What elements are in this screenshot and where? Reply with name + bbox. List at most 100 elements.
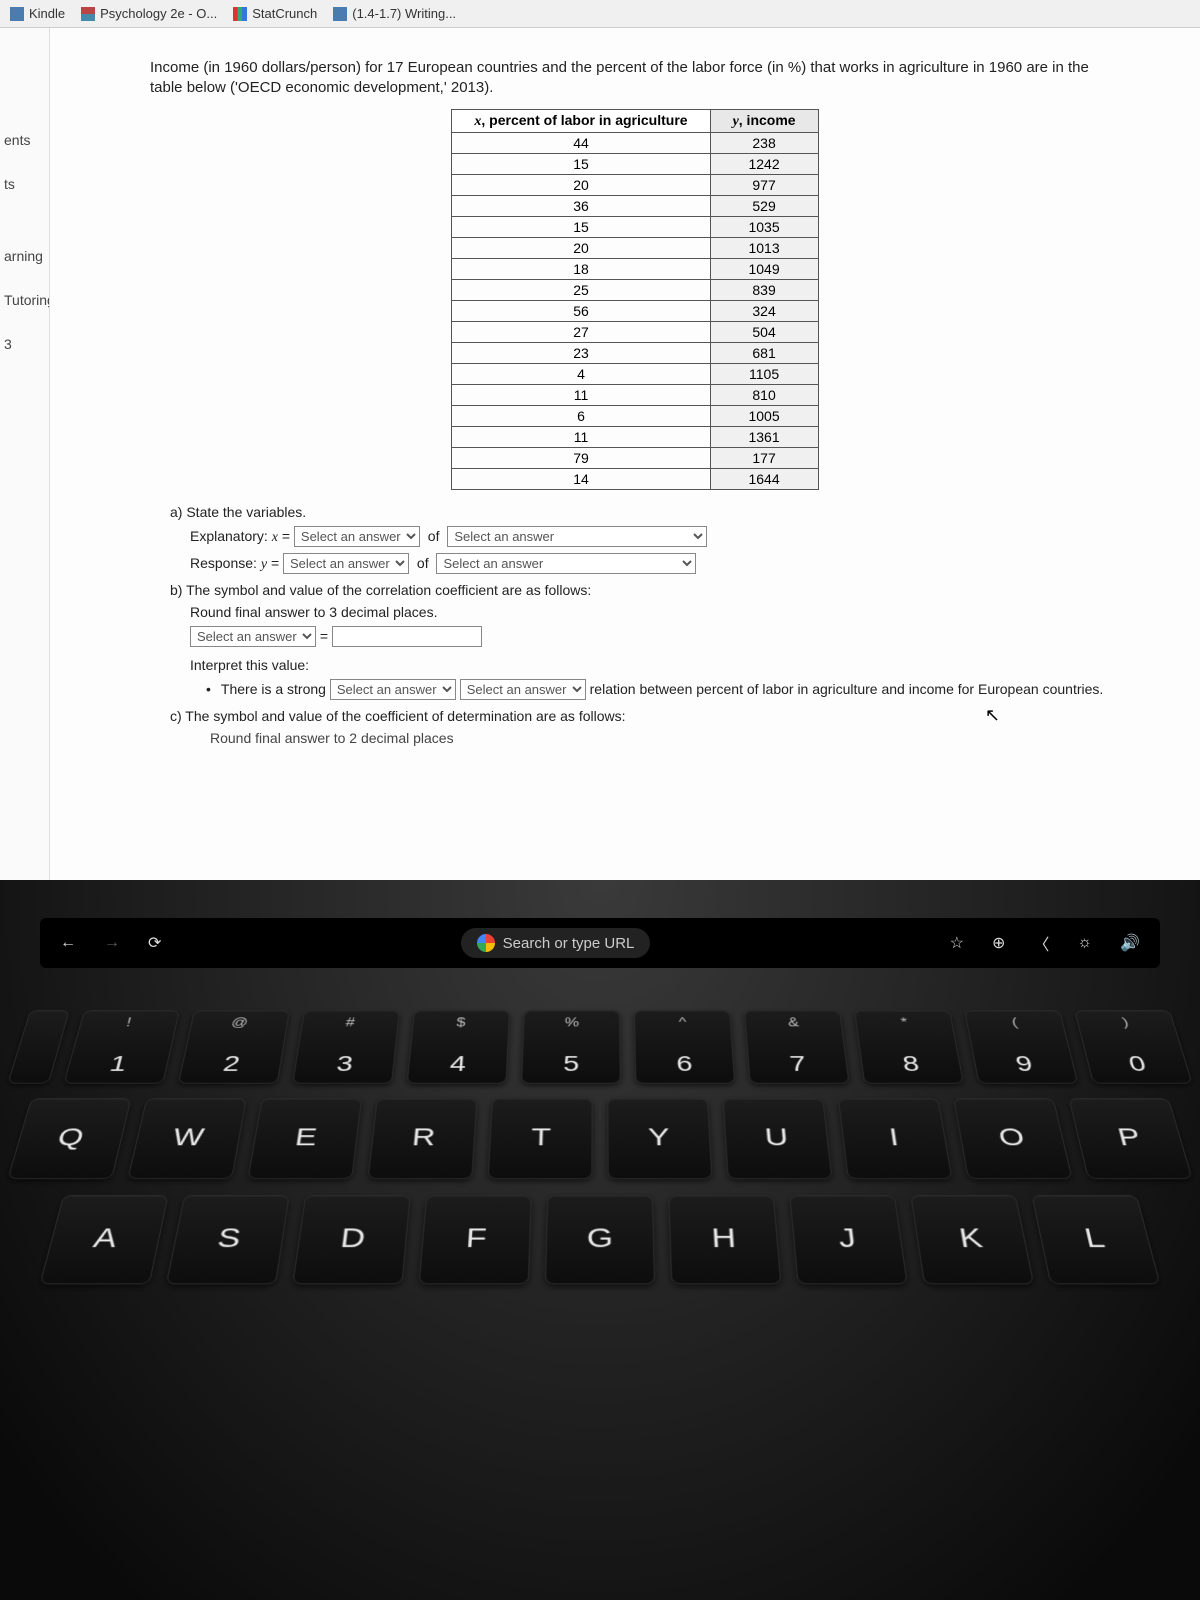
table-row: 141644 — [452, 468, 818, 489]
keyboard-key[interactable]: A — [39, 1195, 168, 1284]
question-a: a) State the variables. Explanatory: x =… — [170, 504, 1120, 574]
keyboard-key[interactable]: ^6 — [634, 1010, 735, 1084]
keyboard-key[interactable]: @2 — [178, 1010, 290, 1084]
response-select-2[interactable]: Select an answer — [436, 553, 696, 574]
table-row: 111361 — [452, 426, 818, 447]
table-row: 36529 — [452, 195, 818, 216]
keyboard-key[interactable]: G — [545, 1195, 655, 1284]
new-tab-icon[interactable]: ⊕ — [992, 933, 1005, 953]
table-row: 20977 — [452, 174, 818, 195]
bookmark-statcrunch[interactable]: StatCrunch — [233, 6, 317, 21]
table-row: 151035 — [452, 216, 818, 237]
bookmark-label: StatCrunch — [252, 6, 317, 21]
keyboard-key[interactable]: Y — [607, 1098, 712, 1179]
back-icon[interactable]: ← — [60, 934, 76, 952]
keyboard-key[interactable]: P — [1068, 1098, 1192, 1179]
keyboard-key[interactable]: J — [789, 1195, 908, 1284]
cursor-icon: ↖ — [985, 705, 1000, 726]
keyboard-key[interactable]: S — [166, 1195, 290, 1284]
table-row: 151242 — [452, 153, 818, 174]
keyboard-key[interactable]: R — [367, 1098, 477, 1179]
bookmark-kindle[interactable]: Kindle — [10, 6, 65, 21]
correlation-symbol-select[interactable]: Select an answer — [190, 626, 316, 647]
table-row: 44238 — [452, 132, 818, 153]
explanatory-select-1[interactable]: Select an answer — [294, 526, 420, 547]
sidebar-item[interactable]: ents — [0, 118, 49, 162]
table-row: 41105 — [452, 363, 818, 384]
question-c: c) The symbol and value of the coefficie… — [170, 708, 1120, 746]
page-content: ents ts arning Tutoring 3 Income (in 196… — [0, 28, 1200, 908]
kindle-icon — [10, 7, 24, 21]
keyboard-key[interactable]: #3 — [292, 1010, 400, 1084]
google-icon — [477, 934, 495, 952]
keyboard-key[interactable]: (9 — [964, 1010, 1078, 1084]
keyboard-key[interactable]: U — [723, 1098, 833, 1179]
direction-select[interactable]: Select an answer — [460, 679, 586, 700]
bookmark-label: Psychology 2e - O... — [100, 6, 217, 21]
keyboard-key[interactable]: W — [127, 1098, 247, 1179]
keyboard-key[interactable]: L — [1031, 1195, 1160, 1284]
part-b-label: b) The symbol and value of the correlati… — [170, 582, 1120, 598]
table-header-x: x, percent of labor in agriculture — [452, 109, 710, 132]
sidebar-item[interactable]: 3 — [0, 322, 49, 366]
keyboard-key[interactable]: !1 — [63, 1010, 180, 1084]
sidebar-item[interactable] — [0, 206, 49, 234]
url-placeholder: Search or type URL — [503, 935, 635, 952]
interpretation-bullet: There is a strong Select an answer Selec… — [206, 679, 1120, 700]
explanatory-select-2[interactable]: Select an answer — [447, 526, 707, 547]
question-b: b) The symbol and value of the correlati… — [170, 582, 1120, 700]
part-c-cutoff: Round final answer to 2 decimal places — [210, 730, 1120, 746]
keyboard-key[interactable]: &7 — [744, 1010, 850, 1084]
main-content: Income (in 1960 dollars/person) for 17 E… — [50, 28, 1200, 908]
table-header-y: y, income — [710, 109, 818, 132]
star-icon[interactable]: ☆ — [950, 933, 964, 953]
touchbar: ← → ⟳ Search or type URL ☆ ⊕ 〈 ☼ 🔊 — [40, 918, 1160, 968]
sidebar-item[interactable]: Tutoring — [0, 278, 49, 322]
volume-icon[interactable]: 🔊 — [1120, 933, 1140, 953]
bookmark-label: Kindle — [29, 6, 65, 21]
table-row: 56324 — [452, 300, 818, 321]
part-a-label: a) State the variables. — [170, 504, 1120, 520]
keyboard-key[interactable]: O — [953, 1098, 1073, 1179]
response-row: Response: y = Select an answer of Select… — [190, 553, 1120, 574]
url-search[interactable]: Search or type URL — [461, 928, 651, 958]
interpret-label: Interpret this value: — [190, 657, 1120, 673]
explanatory-row: Explanatory: x = Select an answer of Sel… — [190, 526, 1120, 547]
keyboard-key[interactable]: *8 — [854, 1010, 964, 1084]
keyboard-key[interactable]: T — [488, 1098, 593, 1179]
chart-icon — [233, 7, 247, 21]
forward-icon[interactable]: → — [104, 934, 120, 952]
table-row: 181049 — [452, 258, 818, 279]
bookmark-label: (1.4-1.7) Writing... — [352, 6, 456, 21]
keyboard-key[interactable]: D — [292, 1195, 411, 1284]
table-row: 27504 — [452, 321, 818, 342]
reload-icon[interactable]: ⟳ — [148, 933, 161, 953]
correlation-input-row: Select an answer = — [190, 626, 1120, 647]
keyboard-key[interactable]: %5 — [521, 1010, 621, 1084]
keyboard-key[interactable]: I — [838, 1098, 953, 1179]
laptop-device: ← → ⟳ Search or type URL ☆ ⊕ 〈 ☼ 🔊 !1@2#… — [0, 880, 1200, 1600]
correlation-value-input[interactable] — [332, 626, 482, 647]
keyboard-key[interactable]: )0 — [1074, 1010, 1193, 1084]
strength-select[interactable]: Select an answer — [330, 679, 456, 700]
table-row: 25839 — [452, 279, 818, 300]
response-select-1[interactable]: Select an answer — [283, 553, 409, 574]
table-row: 23681 — [452, 342, 818, 363]
sidebar-item[interactable]: arning — [0, 234, 49, 278]
keyboard-key[interactable] — [7, 1010, 70, 1084]
brightness-icon[interactable]: ☼ — [1077, 934, 1092, 952]
table-row: 79177 — [452, 447, 818, 468]
keyboard-key[interactable]: H — [668, 1195, 781, 1284]
keyboard-key[interactable]: F — [419, 1195, 532, 1284]
keyboard-key[interactable]: $4 — [407, 1010, 510, 1084]
bookmarks-bar: Kindle Psychology 2e - O... StatCrunch (… — [0, 0, 1200, 28]
book-icon — [81, 7, 95, 21]
keyboard-key[interactable]: Q — [7, 1098, 131, 1179]
bookmark-writing[interactable]: (1.4-1.7) Writing... — [333, 6, 456, 21]
chevron-left-icon[interactable]: 〈 — [1033, 931, 1049, 955]
bookmark-psychology[interactable]: Psychology 2e - O... — [81, 6, 217, 21]
keyboard-key[interactable]: K — [910, 1195, 1034, 1284]
sidebar-item[interactable]: ts — [0, 162, 49, 206]
keyboard-key[interactable]: E — [247, 1098, 362, 1179]
table-row: 11810 — [452, 384, 818, 405]
